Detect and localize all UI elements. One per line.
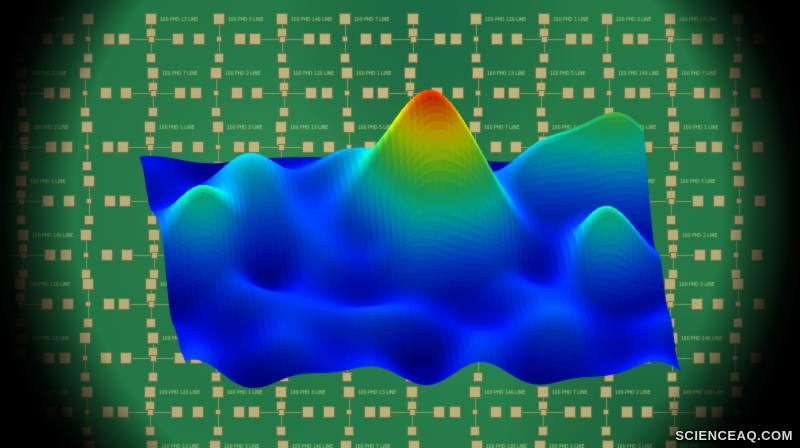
watermark: SCIENCEAQ.COM — [675, 428, 793, 443]
